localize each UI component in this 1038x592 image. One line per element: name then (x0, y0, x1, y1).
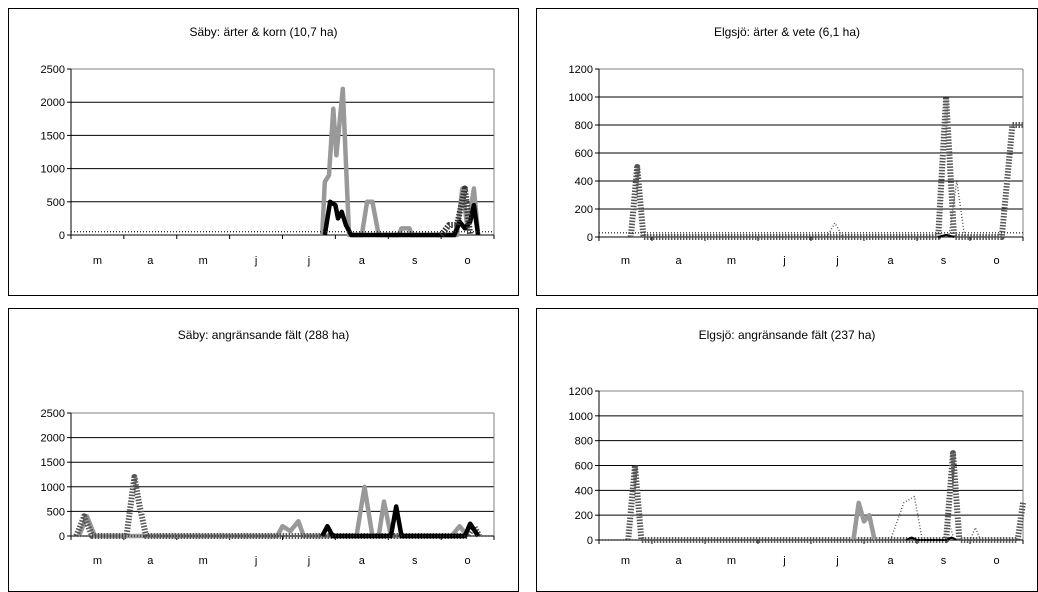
series-line-0 (319, 86, 481, 238)
x-tick-label: o (465, 555, 471, 567)
x-tick-label: m (93, 255, 102, 267)
x-tick-label: s (941, 555, 947, 567)
y-tick-label: 800 (575, 436, 593, 448)
chart-title: Elgsjö: ärter & vete (6,1 ha) (713, 25, 861, 39)
y-tick-label: 0 (587, 535, 593, 547)
x-tick-label: j (307, 555, 310, 567)
y-tick-label: 600 (575, 461, 593, 473)
series-line-2 (889, 495, 982, 541)
series-line-2 (320, 504, 480, 539)
x-tick-label: o (993, 555, 999, 567)
x-tick-label: j (782, 555, 785, 567)
series-line-0 (627, 94, 1023, 240)
chart-title: Säby: ärter & korn (10,7 ha) (189, 25, 338, 39)
y-tick-label: 400 (575, 485, 593, 497)
y-tick-label: 1000 (569, 92, 593, 104)
x-tick-label: o (465, 255, 471, 267)
x-tick-label: a (147, 555, 154, 567)
x-tick-label: m (727, 255, 736, 267)
chart-canvas: 0 200 400 600 800 1000 1200 m a m j j a s o (569, 386, 1026, 567)
x-tick-label: m (93, 555, 102, 567)
x-tick-label: a (359, 255, 366, 267)
x-tick-label: a (675, 555, 682, 567)
y-tick-label: 500 (47, 197, 65, 209)
y-tick-label: 0 (59, 230, 65, 242)
series-line-3 (905, 536, 958, 541)
y-tick-label: 1200 (569, 386, 593, 398)
chart-canvas: 0 200 400 600 800 1000 1200 m a m j j a s o (569, 64, 1024, 267)
x-tick-label: j (254, 555, 257, 567)
series-line-1 (851, 500, 877, 541)
x-tick-label: s (941, 255, 947, 267)
x-tick-label: j (835, 255, 838, 267)
x-tick-label: m (621, 255, 630, 267)
chart-title: Elgsjö: angränsande fält (237 ha) (698, 328, 876, 342)
x-tick-label: j (835, 555, 838, 567)
x-tick-label: a (147, 255, 154, 267)
x-tick-label: a (887, 555, 894, 567)
x-tick-label: j (307, 255, 310, 267)
chart-panel-saby-angransande: Säby: angränsande fält (288 ha) 0 500 1000… (8, 308, 519, 592)
y-tick-label: 1200 (569, 64, 593, 76)
y-tick-label: 1000 (569, 411, 593, 423)
x-tick-label: m (727, 555, 736, 567)
y-tick-label: 200 (575, 510, 593, 522)
y-tick-label: 2000 (41, 97, 65, 109)
chart-canvas: 0 500 1000 1500 2000 2500 m a m j j a s o (41, 64, 495, 267)
chart-title: Säby: angränsande fält (288 ha) (177, 328, 350, 342)
series-line-2 (937, 233, 955, 238)
chart-panel-elgsjo-angransande: Elgsjö: angränsande fält (237 ha) 0 200 40… (536, 308, 1038, 592)
y-tick-label: 1000 (41, 164, 65, 176)
x-tick-label: j (782, 255, 785, 267)
x-tick-label: m (621, 555, 630, 567)
x-tick-label: a (359, 555, 366, 567)
x-tick-label: s (412, 255, 418, 267)
x-tick-label: o (993, 255, 999, 267)
series-line-0 (625, 450, 1026, 543)
y-tick-label: 1000 (41, 482, 65, 494)
y-tick-label: 0 (587, 232, 593, 244)
y-tick-label: 200 (575, 204, 593, 216)
x-tick-label: s (412, 555, 418, 567)
y-tick-label: 600 (575, 148, 593, 160)
chart-panel-elgsjo-arter-vete: Elgsjö: ärter & vete (6,1 ha) 0 200 400 600… (536, 8, 1038, 296)
y-tick-label: 2500 (41, 64, 65, 76)
y-tick-label: 800 (575, 120, 593, 132)
series-line-1 (322, 199, 481, 238)
y-tick-label: 0 (59, 531, 65, 543)
x-tick-label: a (887, 255, 894, 267)
x-tick-label: j (254, 255, 257, 267)
y-tick-label: 1500 (41, 130, 65, 142)
chart-canvas: 0 500 1000 1500 2000 2500 m a m j j a s o (41, 408, 495, 567)
y-tick-label: 400 (575, 176, 593, 188)
x-tick-label: a (675, 255, 682, 267)
y-tick-label: 500 (47, 506, 65, 518)
x-tick-label: m (199, 555, 208, 567)
x-tick-label: m (199, 255, 208, 267)
series-line-1 (73, 474, 482, 539)
y-tick-label: 2000 (41, 433, 65, 445)
series-line-1 (826, 180, 966, 238)
y-tick-label: 2500 (41, 408, 65, 420)
y-tick-label: 1500 (41, 457, 65, 469)
chart-panel-saby-arter-korn: Säby: ärter & korn (10,7 ha) 0 500 1000 150… (8, 8, 519, 296)
